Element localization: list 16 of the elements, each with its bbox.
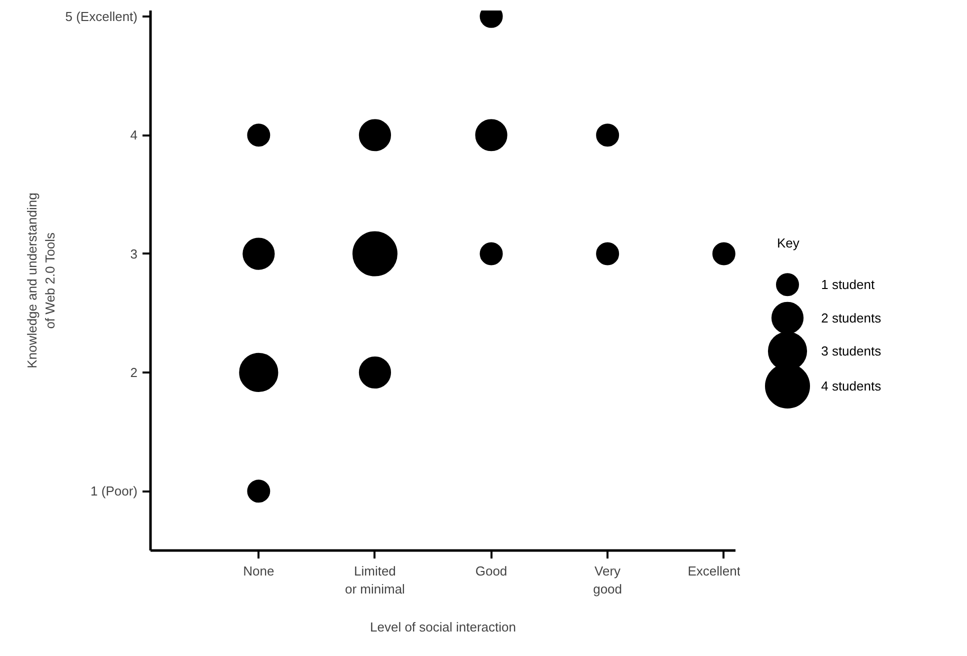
y-tick-label: 4 [130, 128, 138, 143]
y-axis-title: Knowledge and understanding of Web 2.0 Tools [24, 192, 58, 368]
y-tick-label: 3 [130, 246, 138, 262]
legend-title: Key [777, 236, 800, 251]
legend-label: 2 students [821, 310, 882, 326]
x-axis-title: Level of social interaction [370, 620, 516, 634]
legend-label: 4 students [821, 378, 882, 394]
y-tick-label: 2 [130, 364, 138, 380]
x-tick-label: Limited or minimal [344, 564, 406, 596]
y-tick-label: 1 (Poor) [90, 484, 138, 499]
legend-label: 3 students [821, 344, 882, 359]
legend-label: 1 student [821, 277, 875, 292]
y-tick-label: 5 (Excellent) [65, 8, 138, 24]
x-tick-label: Good [475, 564, 508, 578]
x-tick-label: Very good [593, 564, 622, 596]
x-tick-label: None [243, 564, 274, 578]
